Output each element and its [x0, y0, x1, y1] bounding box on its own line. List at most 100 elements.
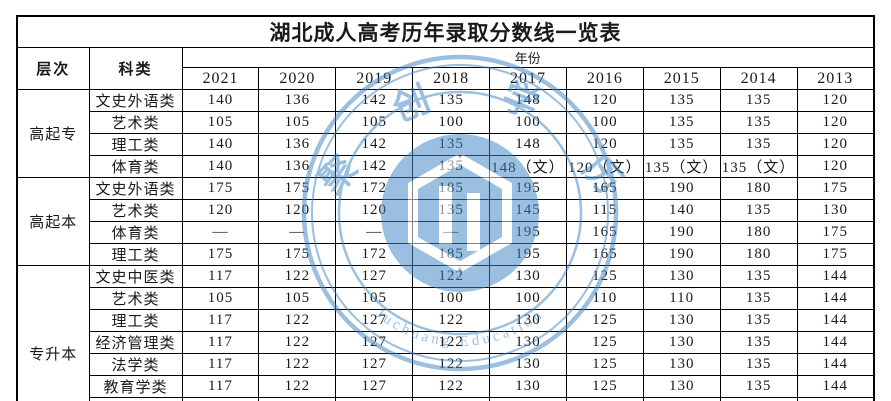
table-row: 体育类 140 136 142 135 148（文） 120（文） 135（文） 135（文） 1…	[17, 155, 875, 178]
table-row: 教育学类 117 122 127 122 130 125 130 135 144	[17, 375, 875, 398]
score-cell: 120	[258, 199, 337, 222]
subject-cell: 艺术类	[88, 111, 183, 134]
score-cell: 120	[796, 133, 875, 156]
score-cell: 105	[258, 111, 337, 134]
score-cell: 127	[335, 397, 414, 401]
score-cell: 135	[719, 133, 798, 156]
score-cell: 105	[335, 287, 414, 310]
subject-cell: 文史中医类	[88, 265, 183, 288]
table-title-row: 湖北成人高考历年录取分数线一览表	[16, 15, 875, 48]
score-cell: 135	[642, 89, 721, 112]
score-cell: 135（文）	[719, 155, 798, 178]
score-cell: 105	[181, 287, 260, 310]
score-cell: —	[335, 221, 414, 244]
score-cell: 195	[489, 243, 567, 266]
subject-cell: 法学类	[88, 353, 183, 376]
score-cell: 135	[719, 309, 798, 332]
subject-cell: 农学类	[88, 397, 183, 401]
score-cell: 122	[258, 397, 337, 401]
score-cell: 135	[719, 397, 798, 401]
score-cell: 144	[796, 353, 875, 376]
score-cell: 127	[335, 331, 414, 354]
score-cell: 122	[412, 331, 490, 354]
score-cell: 190	[642, 243, 721, 266]
year-column-header: 2016	[565, 67, 644, 90]
score-cell: 130	[489, 397, 567, 401]
score-cell: 145	[489, 199, 567, 222]
score-cell: 148（文）	[489, 155, 567, 178]
score-cell: 144	[796, 397, 875, 401]
score-cell: 185	[412, 243, 490, 266]
score-cell: 130	[489, 265, 567, 288]
score-cell: 125	[565, 309, 644, 332]
subject-cell: 体育类	[88, 221, 183, 244]
score-cell: 120	[565, 89, 644, 112]
score-cell: 148	[489, 89, 567, 112]
table-row: 艺术类 105 105 105 100 100 110 110 135 144	[17, 287, 875, 310]
score-cell: 135	[719, 353, 798, 376]
table-row: 体育类 — — — —195 165 190 180 175	[17, 221, 875, 244]
score-cell: —	[412, 221, 490, 244]
score-cell: 175	[258, 177, 337, 200]
score-cell: 127	[335, 309, 414, 332]
year-column-header: 2013	[796, 67, 875, 90]
score-cell: 135	[412, 155, 490, 178]
score-cell: 195	[489, 177, 567, 200]
score-cell: 117	[181, 397, 260, 401]
score-cell: 144	[796, 265, 875, 288]
score-cell: 135	[719, 111, 798, 134]
score-cell: 122	[258, 331, 337, 354]
score-cell: 100	[565, 111, 644, 134]
score-cell: 140	[181, 133, 260, 156]
score-cell: 120	[796, 111, 875, 134]
score-cell: 165	[565, 243, 644, 266]
table-row: 艺术类 120 120 120 135 145 115 140 135 130	[17, 199, 875, 222]
score-table: 湖北成人高考历年录取分数线一览表 层次 科类 年份 2021 2020 2019 20…	[16, 15, 875, 401]
score-cell: 142	[335, 89, 414, 112]
score-cell: —	[258, 221, 337, 244]
table-row: 经济管理类 117 122 127 122 130 125 130 135 144	[17, 331, 875, 354]
score-cell: 117	[181, 265, 260, 288]
year-column-header: 2018	[412, 67, 490, 90]
subject-cell: 理工类	[88, 309, 183, 332]
table-row: 高起专 文史外语类 140 136 142 135 148 120 135 135 120	[16, 89, 875, 178]
score-cell: 120	[796, 89, 875, 112]
score-cell: 136	[258, 89, 337, 112]
header-row-year-label: 层次 科类 年份	[16, 47, 875, 90]
score-cell: 130	[642, 309, 721, 332]
score-cell: 144	[796, 287, 875, 310]
score-cell: 110	[642, 287, 721, 310]
score-cell: 172	[335, 243, 414, 266]
score-cell: 100	[412, 287, 490, 310]
score-cell: 117	[181, 331, 260, 354]
score-cell: 130	[489, 331, 567, 354]
score-cell: 140	[642, 199, 721, 222]
score-cell: 135	[412, 199, 490, 222]
score-cell: 142	[335, 133, 414, 156]
year-column-header: 2019	[335, 67, 414, 90]
year-column-header: 2020	[258, 67, 337, 90]
score-cell: 135	[412, 89, 490, 112]
subject-cell: 体育类	[88, 155, 183, 178]
subject-cell: 文史外语类	[88, 89, 183, 112]
score-cell: 140	[181, 155, 260, 178]
score-cell: 100	[412, 111, 490, 134]
score-cell: 117	[181, 375, 260, 398]
score-cell: 125	[565, 353, 644, 376]
level-cell: 高起本	[16, 177, 90, 266]
score-cell: 110	[565, 287, 644, 310]
score-cell: 130	[642, 331, 721, 354]
score-cell: 175	[258, 243, 337, 266]
score-cell: 136	[258, 133, 337, 156]
year-span-header: 年份	[181, 47, 875, 68]
score-cell: 148	[489, 133, 567, 156]
score-cell: 122	[412, 375, 490, 398]
table-row: 专升本 文史中医类 117 122 127 122 130 125 130 135 144	[16, 265, 875, 401]
score-cell: 130	[489, 353, 567, 376]
year-column-header: 2021	[181, 67, 260, 90]
score-cell: 135	[719, 199, 798, 222]
score-cell: 122	[258, 265, 337, 288]
level-cell: 专升本	[16, 265, 90, 401]
score-cell: 120（文）	[565, 155, 644, 178]
